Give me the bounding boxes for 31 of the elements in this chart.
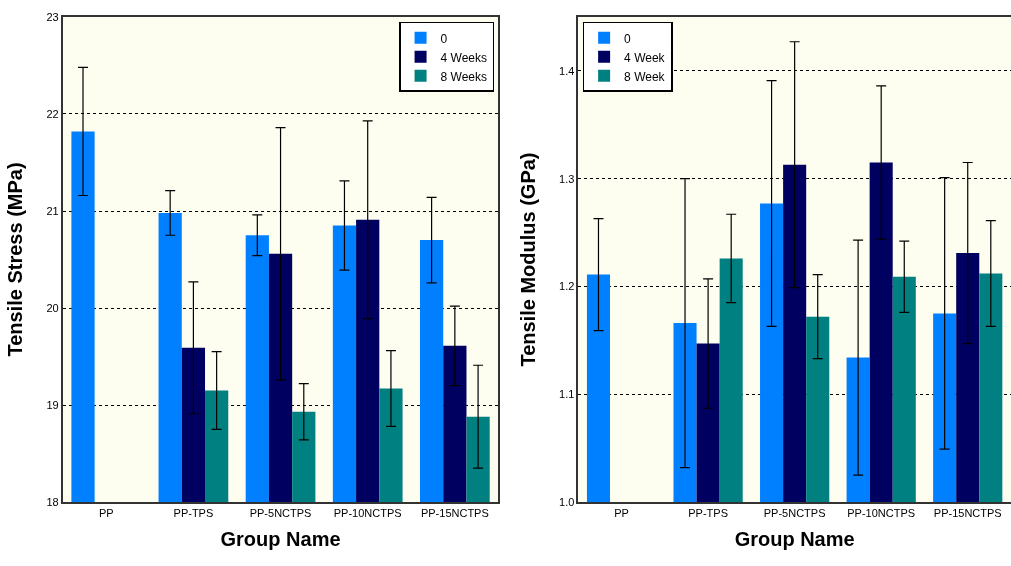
- x-tick-label: PP-15NCTPS: [420, 506, 489, 519]
- y-axis-title: Tensile Stress (MPa): [4, 162, 27, 357]
- x-tick-label: PP-15NCTPS: [933, 506, 1002, 519]
- x-tick-label: PP: [614, 506, 629, 519]
- y-tick-label: 19: [46, 398, 59, 411]
- legend-label: 0: [440, 31, 448, 46]
- x-axis-title: Group Name: [734, 527, 855, 550]
- y-tick-label: 21: [46, 204, 59, 217]
- x-tick-label: PP-TPS: [688, 506, 728, 519]
- x-tick-label: PP-5NCTPS: [249, 506, 312, 519]
- x-axis-title: Group Name: [220, 527, 341, 550]
- legend-label: 8 Week: [624, 69, 666, 84]
- y-tick-label: 1.3: [559, 172, 575, 185]
- x-tick-label: PP-10NCTPS: [333, 506, 402, 519]
- y-tick-label: 23: [46, 10, 59, 23]
- y-tick-label: 20: [46, 301, 59, 314]
- x-tick-label: PP-TPS: [173, 506, 214, 519]
- legend-label: 8 Weeks: [440, 69, 488, 84]
- legend-label: 4 Week: [624, 50, 666, 65]
- x-tick-label: PP-5NCTPS: [763, 506, 826, 519]
- x-tick-label: PP: [98, 506, 114, 519]
- legend-label: 4 Weeks: [440, 50, 488, 65]
- y-tick-label: 1.1: [559, 388, 575, 401]
- x-tick-label: PP-10NCTPS: [847, 506, 916, 519]
- y-tick-label: 18: [46, 495, 59, 508]
- legend-label: 0: [624, 31, 632, 46]
- y-tick-label: 1.0: [559, 495, 575, 508]
- y-tick-label: 1.2: [559, 280, 575, 293]
- y-axis-title: Tensile Modulus (GPa): [517, 152, 540, 367]
- y-tick-label: 22: [46, 107, 59, 120]
- y-tick-label: 1.4: [559, 64, 575, 77]
